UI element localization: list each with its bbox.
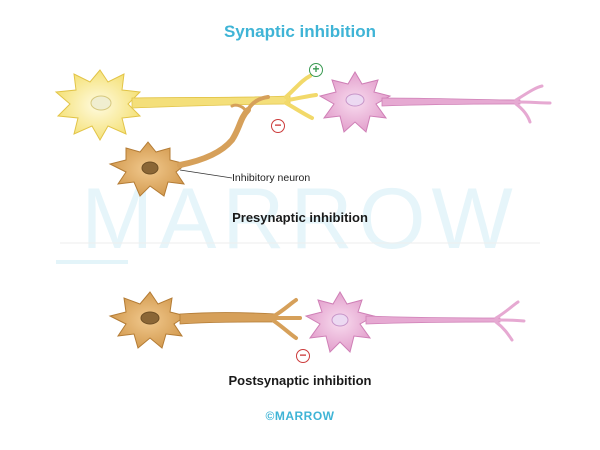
postsynaptic-caption: Postsynaptic inhibition <box>228 373 372 388</box>
inhibitory-neuron <box>108 95 270 197</box>
postsynaptic-neuron-bottom <box>304 291 526 353</box>
inhibitory-neuron-label: Inhibitory neuron <box>232 172 311 184</box>
excitatory-synapse-sign: + <box>309 63 323 77</box>
presynaptic-inhibition-sign: − <box>271 119 285 133</box>
marrow-logo: ©MARROW <box>265 409 335 423</box>
postsynaptic-inhibition-sign: − <box>296 349 310 363</box>
inhibitory-label-leader <box>179 169 233 179</box>
presynaptic-caption: Presynaptic inhibition <box>232 210 368 225</box>
inhibitory-neuron-bottom <box>108 291 302 349</box>
excitatory-neuron <box>54 69 318 142</box>
diagram-title: Synaptic inhibition <box>223 22 377 41</box>
watermark-underline <box>56 260 128 264</box>
postsynaptic-neuron-top <box>318 71 552 133</box>
